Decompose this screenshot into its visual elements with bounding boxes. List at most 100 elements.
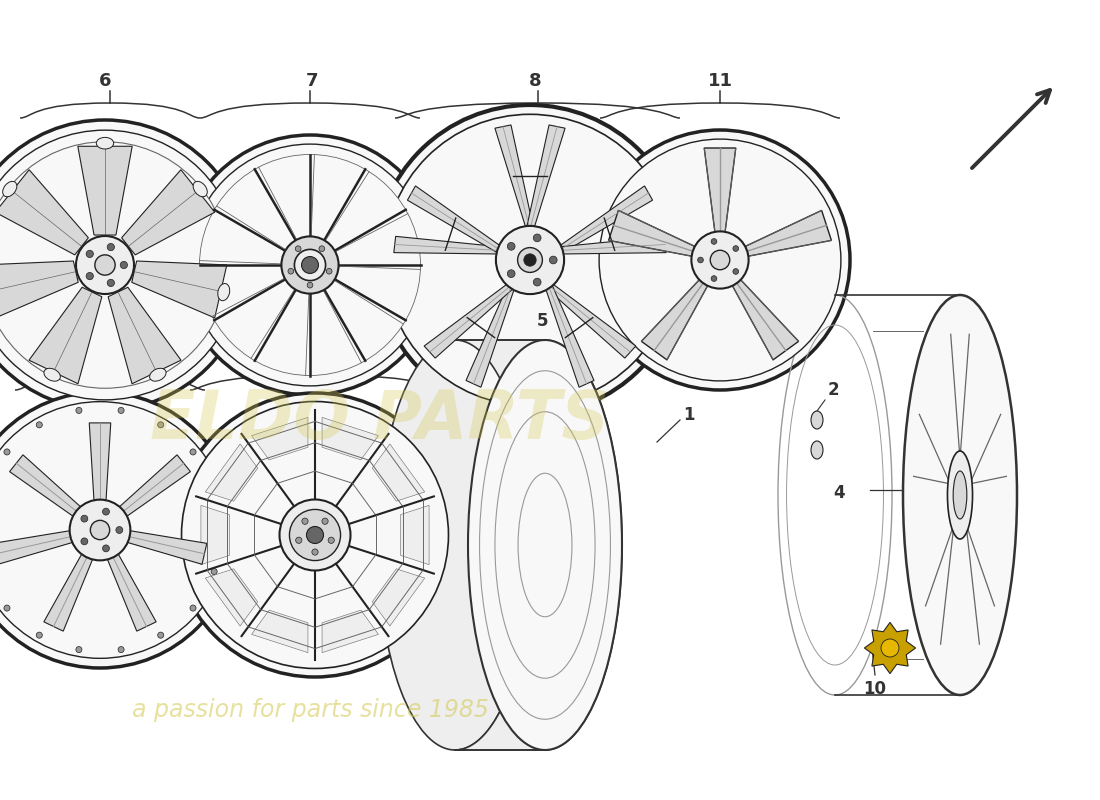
Polygon shape <box>0 261 78 318</box>
Polygon shape <box>252 610 308 653</box>
Circle shape <box>0 402 229 658</box>
Circle shape <box>180 135 440 395</box>
Polygon shape <box>455 340 622 750</box>
Polygon shape <box>322 418 378 460</box>
Polygon shape <box>89 423 111 500</box>
Circle shape <box>600 139 840 381</box>
Polygon shape <box>29 287 102 384</box>
Circle shape <box>219 527 224 533</box>
Circle shape <box>524 254 536 266</box>
Polygon shape <box>407 186 502 254</box>
Text: 5: 5 <box>537 312 549 330</box>
Text: 11: 11 <box>707 72 733 90</box>
Circle shape <box>319 246 324 251</box>
Ellipse shape <box>903 295 1018 695</box>
Ellipse shape <box>811 441 823 459</box>
Circle shape <box>507 242 515 250</box>
Ellipse shape <box>2 182 16 197</box>
Circle shape <box>118 407 124 414</box>
Circle shape <box>496 226 564 294</box>
Circle shape <box>0 142 229 388</box>
Circle shape <box>107 279 114 286</box>
Circle shape <box>282 237 339 294</box>
Circle shape <box>507 270 515 278</box>
Polygon shape <box>108 287 182 384</box>
Ellipse shape <box>218 283 230 301</box>
Circle shape <box>86 273 94 280</box>
Polygon shape <box>128 530 207 564</box>
Polygon shape <box>526 125 565 230</box>
Circle shape <box>711 250 729 270</box>
Ellipse shape <box>881 639 899 657</box>
Ellipse shape <box>44 368 60 381</box>
Polygon shape <box>865 622 915 674</box>
Polygon shape <box>558 236 667 254</box>
Polygon shape <box>733 280 799 360</box>
Circle shape <box>711 238 717 244</box>
Circle shape <box>86 250 94 258</box>
Circle shape <box>0 120 250 410</box>
Circle shape <box>120 262 128 269</box>
Polygon shape <box>78 146 132 235</box>
Polygon shape <box>546 282 594 387</box>
Circle shape <box>301 257 319 274</box>
Polygon shape <box>400 506 429 565</box>
Polygon shape <box>466 282 515 387</box>
Polygon shape <box>132 261 227 318</box>
Circle shape <box>301 518 308 524</box>
Polygon shape <box>10 455 80 516</box>
Circle shape <box>328 537 334 543</box>
Circle shape <box>118 646 124 653</box>
Polygon shape <box>108 554 156 631</box>
Circle shape <box>81 515 88 522</box>
Circle shape <box>295 250 326 281</box>
Text: 6: 6 <box>99 72 111 90</box>
Circle shape <box>157 632 164 638</box>
Circle shape <box>518 248 542 272</box>
Circle shape <box>81 538 88 545</box>
Circle shape <box>590 130 850 390</box>
Circle shape <box>549 256 557 264</box>
Circle shape <box>279 499 351 570</box>
Polygon shape <box>394 236 502 254</box>
Circle shape <box>102 508 109 515</box>
Ellipse shape <box>150 368 166 381</box>
Circle shape <box>102 545 109 552</box>
Circle shape <box>76 236 134 294</box>
Ellipse shape <box>97 138 113 149</box>
Circle shape <box>90 520 110 540</box>
Circle shape <box>296 537 301 543</box>
Circle shape <box>733 269 738 274</box>
Circle shape <box>36 632 42 638</box>
Text: 1: 1 <box>683 406 694 424</box>
Circle shape <box>211 569 217 574</box>
Text: 10: 10 <box>864 680 887 698</box>
Ellipse shape <box>378 340 532 750</box>
Circle shape <box>4 449 10 455</box>
Circle shape <box>190 449 196 455</box>
Polygon shape <box>322 610 378 653</box>
Circle shape <box>0 392 238 668</box>
Polygon shape <box>122 170 214 255</box>
Circle shape <box>199 154 420 375</box>
Circle shape <box>307 282 312 288</box>
Circle shape <box>116 526 123 534</box>
Polygon shape <box>704 148 736 232</box>
Ellipse shape <box>811 411 823 429</box>
Polygon shape <box>546 282 636 358</box>
Polygon shape <box>252 418 308 460</box>
Polygon shape <box>425 282 515 358</box>
Ellipse shape <box>468 340 622 750</box>
Text: a passion for parts since 1985: a passion for parts since 1985 <box>132 698 488 722</box>
Polygon shape <box>206 569 257 626</box>
Circle shape <box>733 246 738 251</box>
Circle shape <box>711 276 717 282</box>
Text: 2: 2 <box>828 381 839 399</box>
Ellipse shape <box>947 451 972 539</box>
Circle shape <box>107 243 114 250</box>
Circle shape <box>375 105 685 415</box>
Polygon shape <box>558 186 652 254</box>
Circle shape <box>322 518 328 524</box>
Circle shape <box>4 605 10 611</box>
Text: 3: 3 <box>94 344 107 362</box>
